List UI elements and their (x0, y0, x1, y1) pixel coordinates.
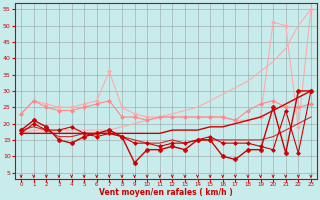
X-axis label: Vent moyen/en rafales ( km/h ): Vent moyen/en rafales ( km/h ) (99, 188, 233, 197)
